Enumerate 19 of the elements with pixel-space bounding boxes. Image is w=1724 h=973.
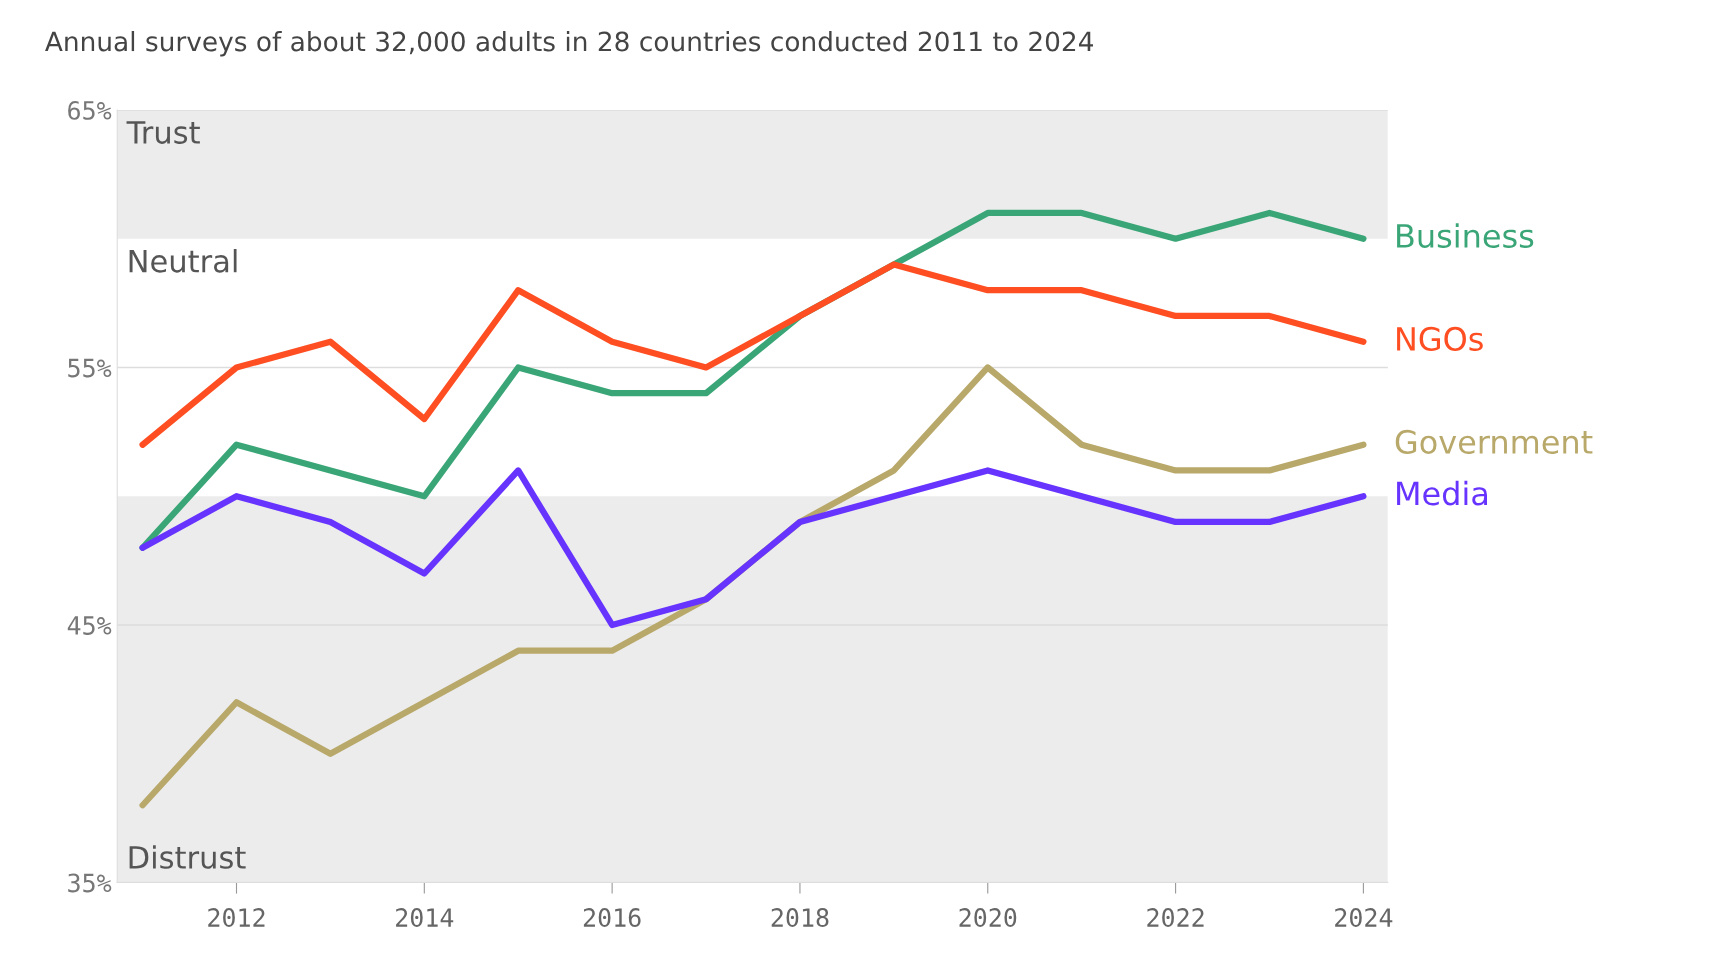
x-tick-label: 2022 (1147, 908, 1204, 927)
y-tick-label: 45% (67, 616, 112, 635)
series-label: Media (1397, 480, 1487, 506)
x-tick-label: 2012 (208, 908, 265, 927)
annotation: Neutral (129, 249, 237, 273)
x-tick-label: 2020 (959, 908, 1017, 927)
band-label: Distrust (129, 845, 246, 869)
series-label: Business (1397, 223, 1534, 248)
y-tick-label: 35% (68, 873, 112, 893)
series-label: NGOs (1397, 326, 1483, 351)
y-tick-label: 55% (68, 358, 112, 378)
y-tick-label: 65% (68, 100, 112, 120)
band-label: Trust (126, 121, 200, 144)
x-tick-label: 2014 (396, 908, 454, 927)
chart-title: Annual surveys of about 32,000 adults in 28 countries conducted 2011 to 2024 (45, 31, 1094, 57)
x-tick-label: 2018 (771, 908, 829, 927)
x-tick-label: 2016 (583, 908, 641, 927)
x-tick-label: 2024 (1335, 908, 1393, 927)
series-label: Government (1395, 429, 1593, 454)
